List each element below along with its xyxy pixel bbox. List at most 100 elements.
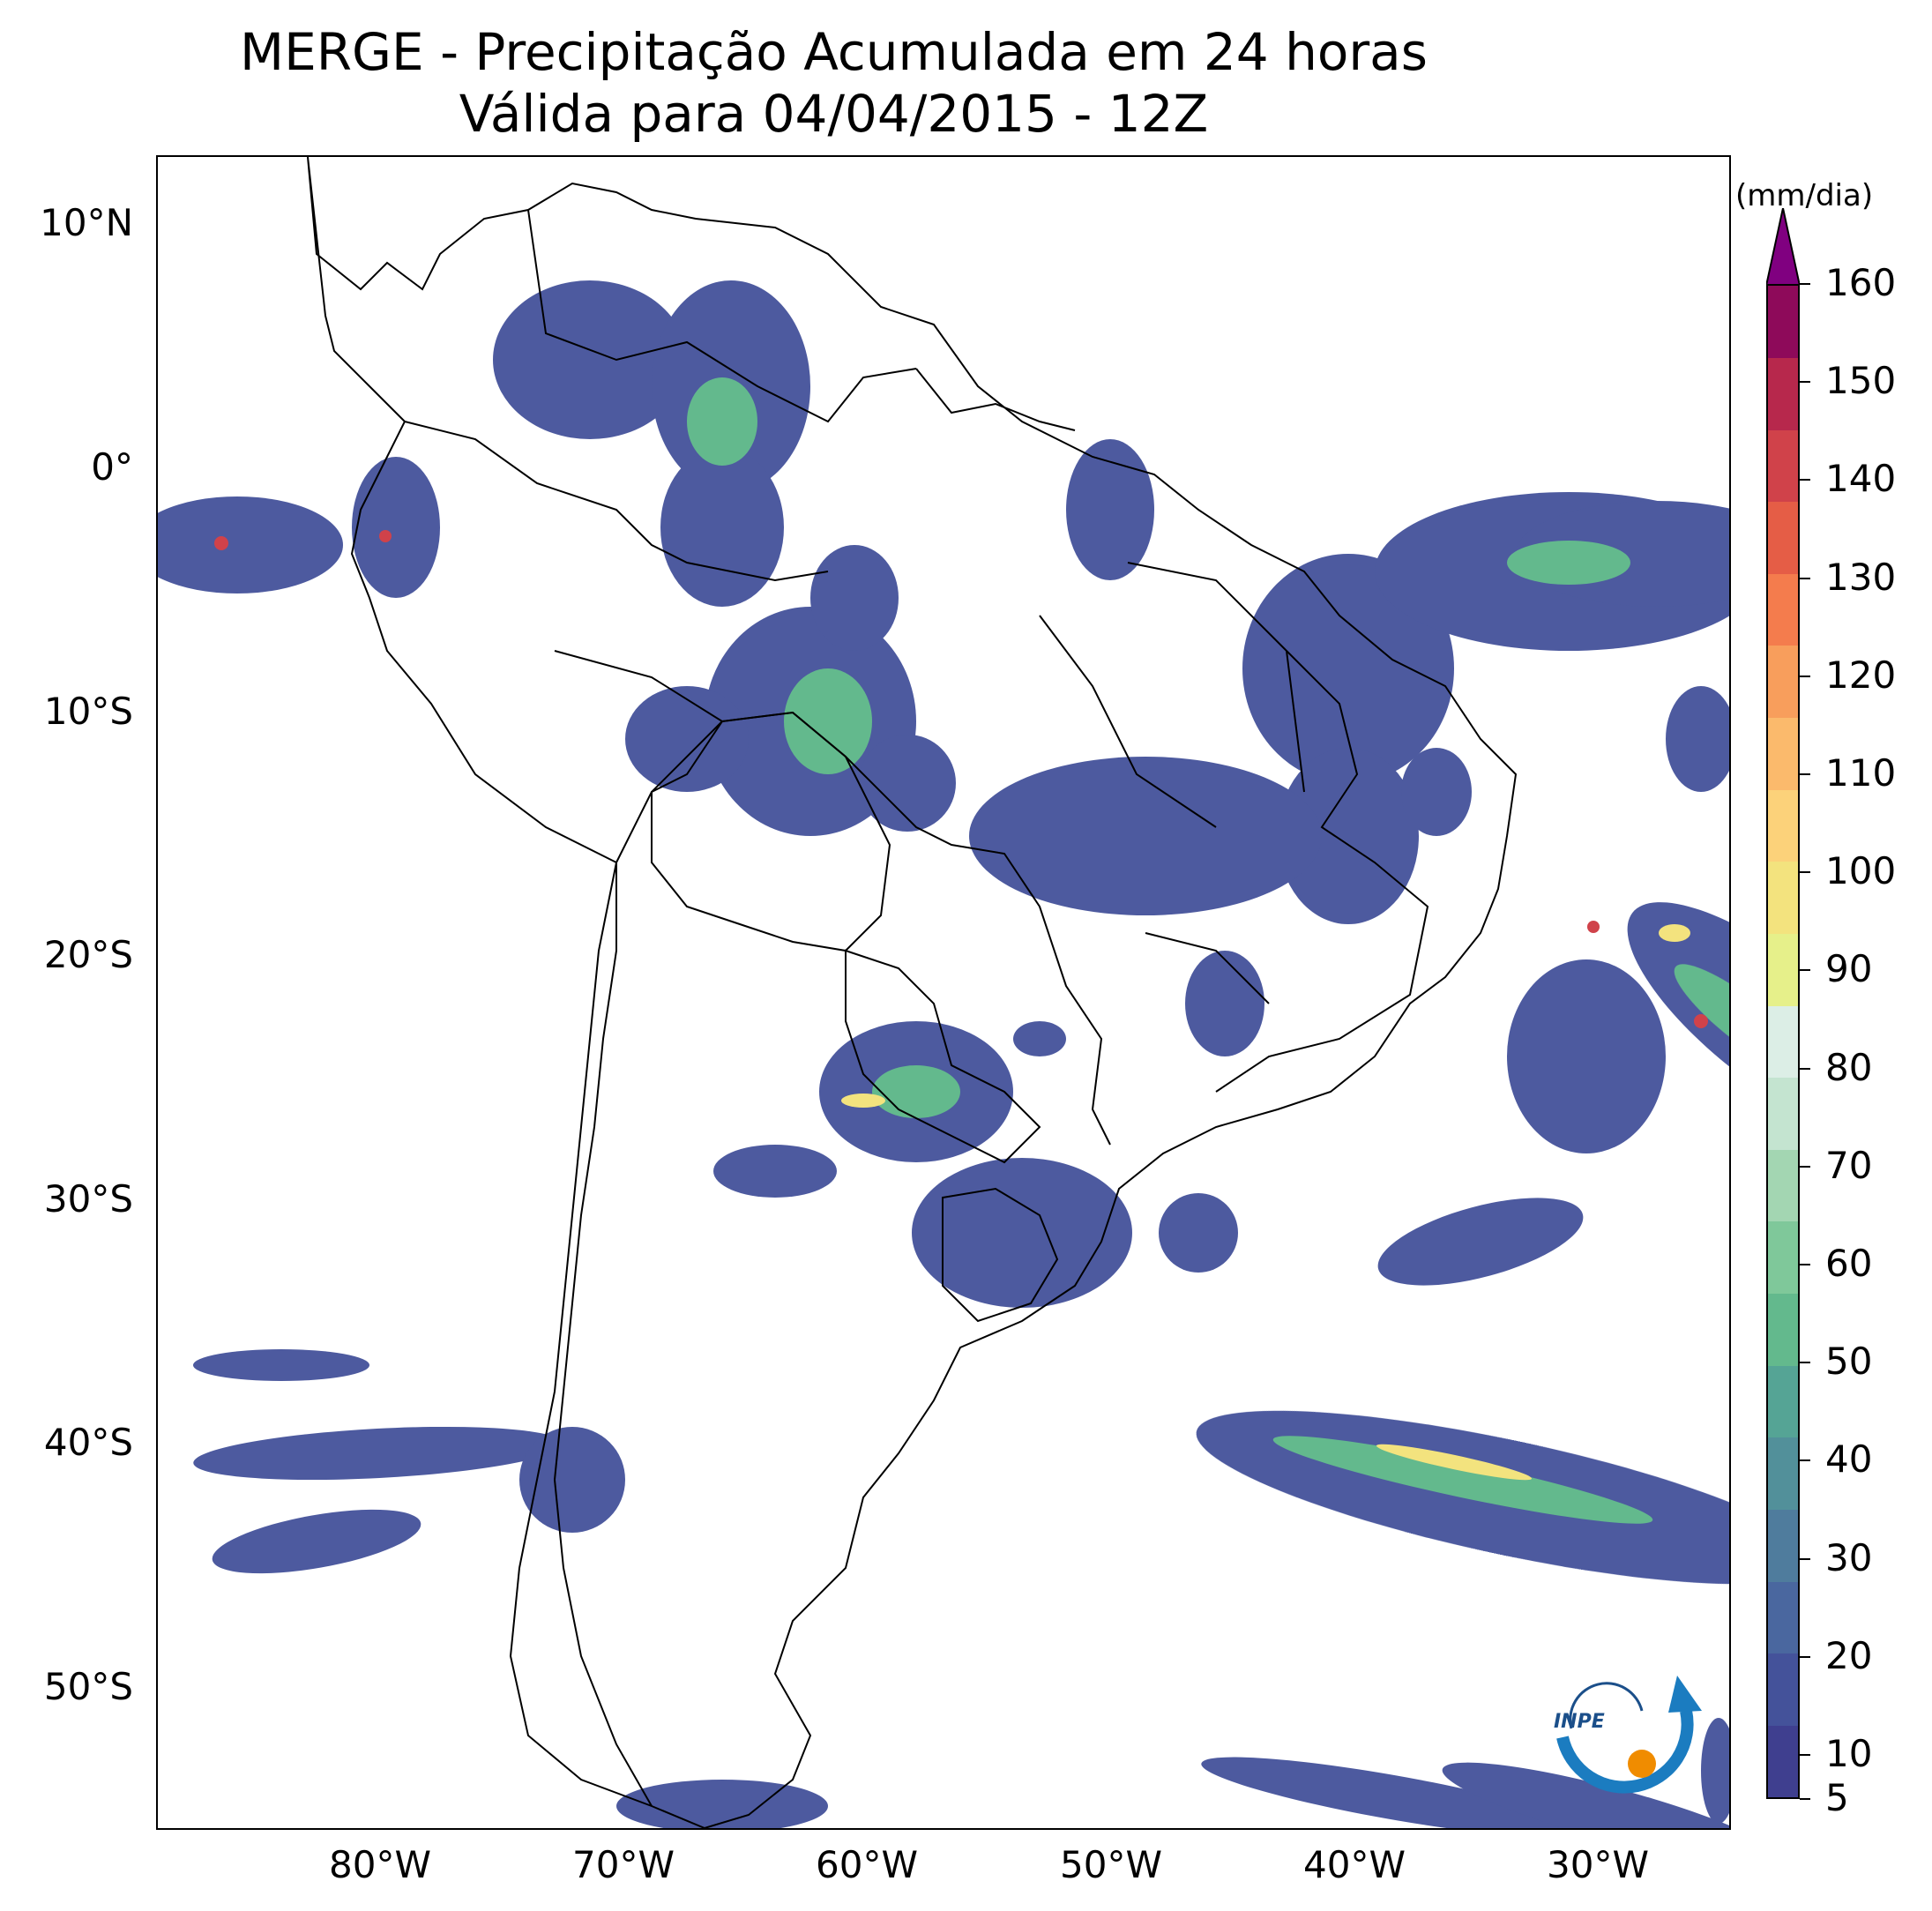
inpe-logo (1556, 1676, 1702, 1794)
colorbar-tick (1800, 1459, 1810, 1462)
colorbar-tick-label: 50 (1825, 1340, 1873, 1384)
precipitation-fields (158, 280, 1729, 1828)
border-bolivia (651, 711, 891, 952)
colorbar-segment (1768, 286, 1798, 358)
colorbar-tick (1800, 773, 1810, 775)
lat-label-10s: 10°S (43, 690, 133, 733)
colorbar-tick (1800, 1655, 1810, 1658)
rain-pacific-s2 (212, 1509, 421, 1574)
rain-goias-2 (1185, 951, 1264, 1056)
border-uruguay (942, 1187, 1059, 1323)
colorbar-tick (1800, 479, 1810, 481)
inpe-logo-text: INPE (1554, 1711, 1605, 1733)
colorbar-segment (1768, 1437, 1798, 1510)
precipitation-map (158, 157, 1729, 1828)
border-venezuela (527, 209, 917, 423)
rain-atlantic-ne (1666, 686, 1729, 792)
colorbar-segment (1768, 1653, 1798, 1726)
colorbar-segment (1768, 501, 1798, 574)
rain-atlantic-band (1627, 902, 1729, 1140)
rain-argentina-ne (912, 1158, 1132, 1308)
lon-label-70w: 70°W (572, 1843, 675, 1886)
border-guianas (915, 368, 1076, 431)
colorbar-segment (1768, 429, 1798, 503)
precipitation-peaks (841, 924, 1690, 1481)
colorbar-tick-label: 30 (1825, 1535, 1873, 1579)
map-title: MERGE - Precipitação Acumulada em 24 hor… (240, 22, 1428, 82)
lat-label-30s: 30°S (43, 1177, 133, 1221)
rain-atlantic-s (1196, 1410, 1729, 1585)
lon-label-30w: 30°W (1547, 1843, 1649, 1886)
lon-label-50w: 50°W (1060, 1843, 1162, 1886)
colorbar-tick (1800, 1067, 1810, 1070)
rain-pacific-s3 (193, 1349, 369, 1381)
rain-colombia-3 (660, 448, 784, 607)
colorbar-segment (1768, 789, 1798, 862)
rain-para (1066, 439, 1154, 580)
map-panel (156, 155, 1731, 1830)
lat-label-0: 0° (91, 445, 133, 489)
lat-label-40s: 40°S (43, 1421, 133, 1464)
lon-label-60w: 60°W (816, 1843, 918, 1886)
colorbar-segment (1768, 717, 1798, 790)
colorbar-units: (mm/dia) (1735, 178, 1874, 213)
border-peru-bolivia (615, 720, 723, 863)
colorbar-tick-label: 80 (1825, 1045, 1873, 1089)
rain-pacific-eq (158, 496, 343, 593)
rain-ecuador (352, 457, 440, 598)
rain-pacific-s (193, 1426, 563, 1481)
country-borders (307, 157, 1518, 1828)
colorbar-segment (1768, 646, 1798, 719)
colorbar-tick-label: 110 (1825, 751, 1897, 795)
colorbar-segment (1768, 1365, 1798, 1438)
rain-goias (1278, 748, 1419, 924)
rain-atlantic-s3 (1442, 1762, 1729, 1828)
colorbar-segment (1768, 1077, 1798, 1150)
rain-colombia (493, 280, 687, 439)
rain-far-se (1701, 1718, 1729, 1824)
colorbar-segment (1768, 1221, 1798, 1295)
colorbar-tick-label: 70 (1825, 1143, 1873, 1187)
precipitation-extremes (214, 530, 1708, 1028)
colorbar-tick (1800, 969, 1810, 972)
colorbar-tick-label: 10 (1825, 1732, 1873, 1775)
rain-bahia-coast (1507, 959, 1666, 1153)
rain-parana (1013, 1021, 1066, 1056)
colorbar-tick (1800, 1165, 1810, 1168)
colorbar-tick-label: 60 (1825, 1242, 1873, 1285)
border-paraguay (845, 949, 1041, 1164)
colorbar-tick (1800, 1362, 1810, 1364)
colorbar-segment (1768, 1725, 1798, 1798)
colorbar-segment (1768, 1509, 1798, 1582)
precipitation-cores (687, 377, 1729, 1524)
colorbar-tick-label: 160 (1825, 261, 1897, 304)
colorbar-tick (1800, 1798, 1810, 1800)
south-america-coast (307, 157, 1518, 1828)
lon-label-40w: 40°W (1303, 1843, 1406, 1886)
colorbar-tick (1800, 1557, 1810, 1560)
colorbar-tick (1800, 675, 1810, 677)
rain-rondonia (859, 735, 956, 832)
map-subtitle: Válida para 04/04/2015 - 12Z (459, 84, 1209, 144)
rain-atlantic-se (1377, 1198, 1584, 1286)
colorbar-segment (1768, 861, 1798, 934)
colorbar (1766, 284, 1800, 1799)
lon-label-80w: 80°W (329, 1843, 431, 1886)
colorbar-segment (1768, 573, 1798, 646)
colorbar-tick-label: 5 (1825, 1776, 1849, 1819)
colorbar-tick-label: 140 (1825, 457, 1897, 501)
colorbar-tick-label: 40 (1825, 1437, 1873, 1482)
lat-label-50s: 50°S (43, 1665, 133, 1708)
rain-amazon-c (810, 545, 899, 651)
lat-label-20s: 20°S (43, 933, 133, 976)
colorbar-tick-label: 120 (1825, 653, 1897, 697)
colorbar-segment (1768, 1005, 1798, 1079)
colorbar-tick (1800, 283, 1810, 285)
colorbar-segment (1768, 1149, 1798, 1222)
colorbar-segment (1768, 1581, 1798, 1654)
colorbar-tick (1800, 381, 1810, 384)
colorbar-tick-label: 130 (1825, 555, 1897, 599)
colorbar-tick-label: 150 (1825, 359, 1897, 403)
border-colombia (404, 421, 829, 582)
rain-mato-grosso (969, 757, 1322, 915)
